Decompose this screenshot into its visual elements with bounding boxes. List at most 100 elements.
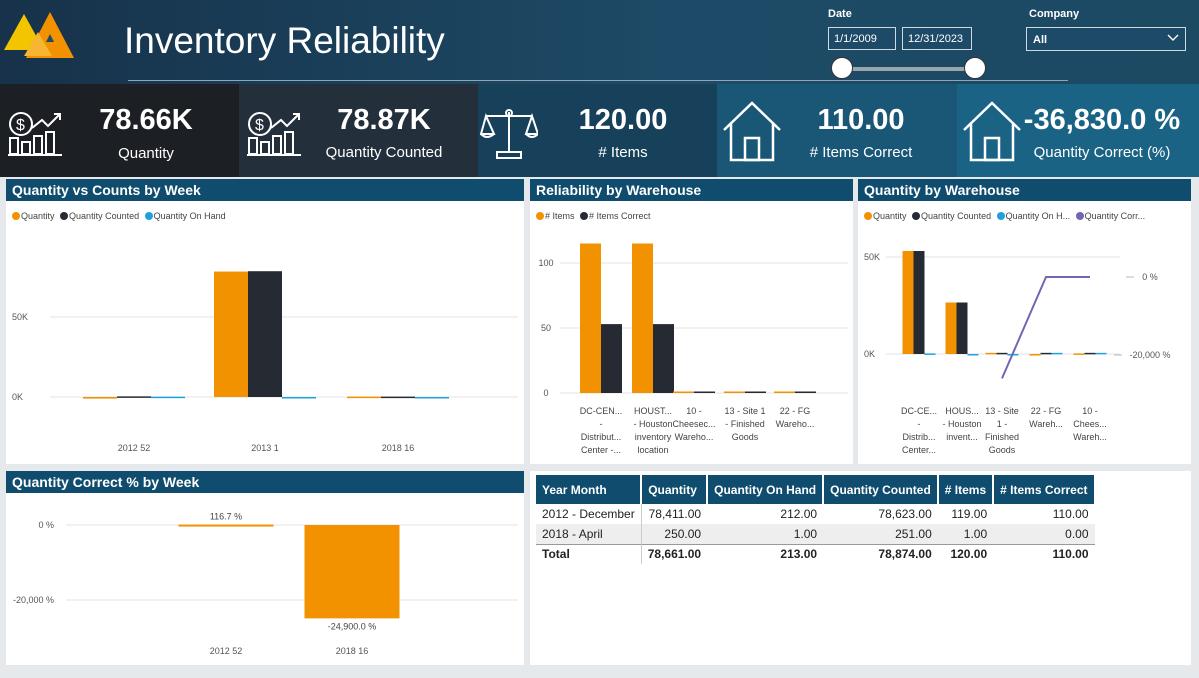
bar-quantity [1029,354,1041,356]
x-tick-label: Wareh... [1073,432,1107,442]
y-tick-label: 0K [12,392,23,402]
matrix-column-header[interactable]: # Items [937,475,995,504]
bar-items [774,391,795,393]
date-start-input[interactable]: 1/1/2009 [828,27,896,50]
kpi-label: # Items [598,144,648,161]
legend-item-quantity-on-hand[interactable]: Quantity On H... [996,211,1070,221]
chevron-down-icon [1167,34,1179,41]
slider-start-handle[interactable] [831,57,853,79]
panel-title: Quantity vs Counts by Week [6,179,524,201]
date-range-slider[interactable] [842,67,975,71]
x-tick-label: - Houston [633,419,672,429]
kpi-card-items[interactable]: 120.00 # Items [478,84,717,177]
matrix-cell: 1.00 [707,524,824,544]
x-tick-label: Chees... [1073,419,1107,429]
matrix-column-header[interactable]: Quantity Counted [823,475,939,504]
y-tick-label: 50 [541,323,551,333]
bar-quantity [902,251,914,354]
x-tick-label: Distribut... [581,432,622,442]
x-tick-label: inventory [635,432,672,442]
bar-items-correct [653,324,674,393]
bar-quantity [214,271,248,397]
matrix-cell: 78,623.00 [878,507,932,521]
y-tick-label: 0 [543,388,548,398]
bar-items [673,391,694,393]
chart-panel-reliability-by-warehouse[interactable]: Reliability by Warehouse # Items # Items… [530,179,853,464]
bar-quantity-counted [913,251,925,354]
matrix-column-header[interactable]: Quantity On Hand [707,475,825,504]
kpi-value: 78.66K [99,104,193,136]
date-label: Date [828,8,852,20]
scale-icon [480,109,538,159]
y-tick-label: 50K [12,312,28,322]
slider-end-handle[interactable] [964,57,986,79]
matrix-cell: 2012 - December [536,504,642,524]
bar-quantity-on-h- [924,353,936,355]
legend-item-quantity-counted[interactable]: Quantity Counted [60,211,139,221]
kpi-card-quantity[interactable]: $ 78.66K Quantity [0,84,239,177]
bar-quantity-counted [117,396,151,398]
matrix-column-header[interactable]: Quantity [641,475,709,504]
matrix-cell: 78,411.00 [648,507,702,521]
y2-tick-label: -20,000 % [1129,350,1170,360]
svg-text:$: $ [16,117,25,134]
bar-quantity [945,302,957,354]
x-tick-label: Finished [985,432,1019,442]
total-row[interactable]: Total 78,661.00 213.00 78,874.00 120.00 110.0… [536,543,1095,564]
table-row[interactable]: 2012 - December 78,411.00 212.00 78,623.00 1… [536,504,1095,524]
legend-item-quantity[interactable]: Quantity [12,211,55,221]
company-dropdown[interactable]: All [1026,27,1186,51]
x-tick-label: DC-CEN... [580,406,623,416]
matrix-cell: 250.00 [641,524,708,544]
company-selected-value: All [1033,34,1048,46]
bar-quantity-on-h- [1051,352,1063,355]
data-label: -24,900.0 % [328,621,377,631]
house-icon [723,101,781,162]
x-tick-label: - Finished [725,419,765,429]
matrix-cell: 78,661.00 [641,543,708,564]
page-title: Inventory Reliability [124,20,445,61]
chart-legend: Quantity Quantity Counted Quantity On H.… [864,211,1148,221]
legend-item-quantity[interactable]: Quantity [864,211,907,221]
table-row[interactable]: 2018 - April 250.00 1.00 251.00 1.00 0.00 [536,524,1095,544]
matrix-column-header[interactable]: # Items Correct [993,475,1096,504]
x-tick-label: Goods [989,445,1016,455]
chart-panel-quantity-correct-by-week[interactable]: Quantity Correct % by Week 0 % -20,000 % 1… [6,471,524,665]
legend-item-quantity-correct[interactable]: Quantity Corr... [1075,211,1145,221]
x-tick-label: 13 - Site 1 [724,406,765,416]
bar-quantity-counted [996,352,1008,355]
quantity-by-warehouse-chart: 50K 0K 0 % -20,000 % DC-CE... - Distrib... Cent… [864,251,1171,455]
bar-items [632,243,653,393]
legend-item-items[interactable]: # Items [536,211,575,221]
legend-item-items-correct[interactable]: # Items Correct [580,211,651,221]
x-tick-label: 22 - FG [1031,406,1062,416]
kpi-card-items-correct[interactable]: 110.00 # Items Correct [717,84,957,177]
x-tick-label: 2012 52 [210,646,243,656]
x-tick-label: 10 - [686,406,702,416]
company-label: Company [1029,8,1080,20]
reliability-by-warehouse-chart: 100 50 0 DC-CEN... - Distribut... Center -... H… [538,243,848,455]
bar-items [724,391,745,393]
matrix-cell: 110.00 [1052,507,1089,521]
bar-quantity-on-hand [282,396,316,399]
legend-item-quantity-counted[interactable]: Quantity Counted [912,211,991,221]
summary-matrix[interactable]: Year Month Quantity Quantity On Hand Quanti… [536,475,1096,564]
kpi-card-quantity-counted[interactable]: $ 78.87K Quantity Counted [239,84,478,177]
title-divider [128,80,1068,81]
bar-quantity-on-h- [1095,352,1107,355]
bar-quantity-counted [1084,352,1096,355]
x-tick-label: - Houston [942,419,981,429]
y-tick-label: -20,000 % [13,595,54,605]
chart-panel-qty-vs-counts[interactable]: Quantity vs Counts by Week Quantity Quan… [6,179,524,464]
matrix-column-header[interactable]: Year Month [536,475,643,504]
chart-legend: Quantity Quantity Counted Quantity On Ha… [12,211,229,221]
legend-item-quantity-on-hand[interactable]: Quantity On Hand [144,211,226,221]
chart-panel-quantity-by-warehouse[interactable]: Quantity by Warehouse Quantity Quantity … [858,179,1191,464]
x-tick-label: 2018 16 [336,646,369,656]
kpi-card-quantity-correct[interactable]: -36,830.0 % Quantity Correct (%) [957,84,1199,177]
x-tick-label: Wareho... [675,432,714,442]
kpi-value: 110.00 [817,104,905,136]
x-tick-label: 1 - [997,419,1008,429]
panel-title: Reliability by Warehouse [530,179,853,201]
date-end-input[interactable]: 12/31/2023 [902,27,972,50]
